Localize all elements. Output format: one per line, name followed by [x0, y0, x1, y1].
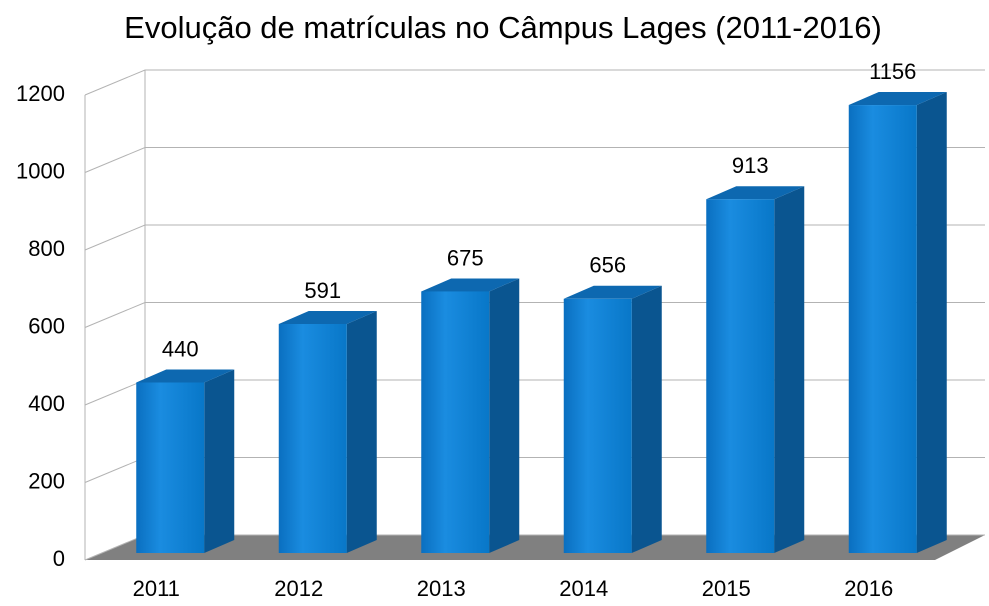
- chart-title: Evolução de matrículas no Câmpus Lages (…: [124, 10, 882, 45]
- bar-side: [631, 285, 662, 553]
- y-tick-label: 400: [28, 391, 65, 416]
- bar-side: [489, 278, 520, 553]
- y-tick-label: 1200: [16, 81, 65, 106]
- bar: [136, 382, 205, 553]
- y-tick-label: 600: [28, 313, 65, 338]
- grid-line: [84, 302, 985, 328]
- x-tick-label: 2012: [274, 576, 323, 601]
- bar-side: [204, 369, 235, 553]
- bar-side: [774, 186, 805, 553]
- bar: [278, 323, 347, 553]
- value-label: 675: [447, 245, 484, 270]
- bar-top: [706, 186, 805, 200]
- y-tick-label: 1000: [16, 158, 65, 183]
- bar: [848, 105, 917, 554]
- bar-top: [421, 278, 520, 292]
- grid-line: [84, 69, 985, 96]
- bar-side: [346, 310, 377, 553]
- bar: [563, 298, 632, 553]
- x-tick-label: 2013: [417, 576, 466, 601]
- value-label: 656: [589, 253, 626, 278]
- bar-top: [848, 92, 947, 106]
- value-label: 591: [304, 278, 341, 303]
- value-label: 913: [732, 153, 769, 178]
- bar-side: [916, 92, 947, 554]
- bar-top: [278, 310, 377, 324]
- grid-line: [84, 224, 985, 251]
- x-tick-label: 2014: [559, 576, 608, 601]
- bar-top: [136, 369, 235, 383]
- x-tick-label: 2016: [844, 576, 893, 601]
- grid-line: [84, 147, 985, 173]
- y-tick-label: 200: [28, 468, 65, 493]
- value-label: 1156: [869, 59, 916, 84]
- y-tick-label: 800: [28, 236, 65, 261]
- value-label: 440: [162, 336, 199, 361]
- x-tick-label: 2011: [133, 576, 180, 601]
- bar: [706, 199, 775, 553]
- x-tick-label: 2015: [702, 576, 751, 601]
- bar-top: [563, 285, 662, 299]
- bar: [421, 291, 490, 553]
- y-tick-label: 0: [53, 546, 65, 571]
